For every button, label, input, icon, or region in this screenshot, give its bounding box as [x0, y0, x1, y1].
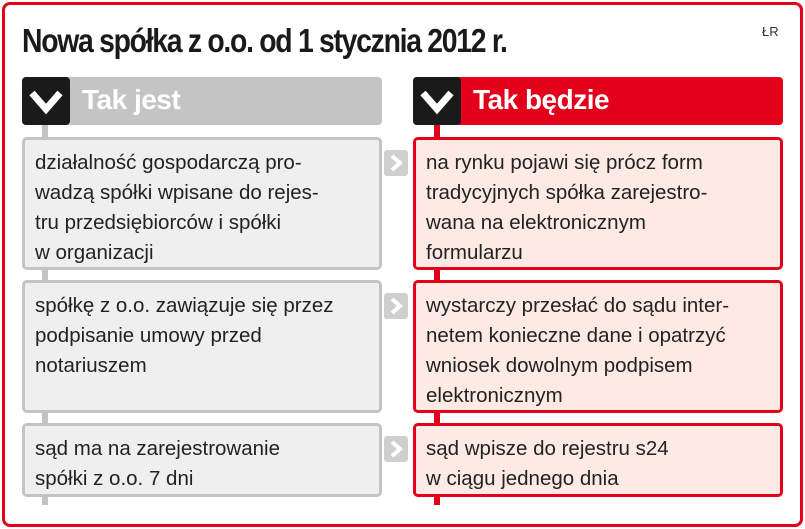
- credit: ŁR: [762, 24, 779, 39]
- right-item: sąd wpisze do rejestru s24 w ciągu jedne…: [413, 423, 783, 497]
- left-header-label: Tak jest: [82, 84, 181, 115]
- left-header: Tak jest: [22, 77, 382, 125]
- chevron-right-icon: [384, 293, 408, 319]
- right-header-label: Tak będzie: [473, 84, 610, 115]
- page-title: Nowa spółka z o.o. od 1 stycznia 2012 r.: [22, 22, 508, 59]
- chevron-right-icon: [384, 436, 408, 462]
- left-item: spółkę z o.o. zawiązuje się przez podpis…: [22, 280, 382, 413]
- right-item: wystarczy przesłać do sądu inter- netem …: [413, 280, 783, 413]
- right-header: Tak będzie: [413, 77, 783, 125]
- left-item: działalność gospodarczą pro- wadzą spółk…: [22, 137, 382, 270]
- right-item: na rynku pojawi się prócz form tradycyjn…: [413, 137, 783, 270]
- checkmark-icon: [413, 77, 461, 125]
- left-item: sąd ma na zarejestrowanie spółki z o.o. …: [22, 423, 382, 497]
- chevron-right-icon: [384, 150, 408, 176]
- checkmark-icon: [22, 77, 70, 125]
